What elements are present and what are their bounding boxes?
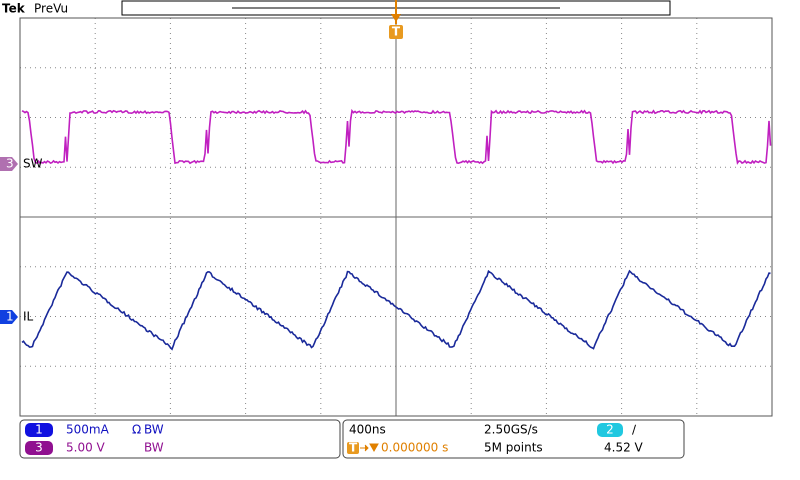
sw-trace	[21, 108, 772, 165]
trigger-arrow	[391, 14, 401, 22]
trigger-marker: T	[392, 25, 401, 39]
ch3-marker	[0, 157, 18, 171]
ch1-scale: 500mA	[66, 423, 110, 437]
ch1-badge	[25, 423, 53, 437]
ch3-label: SW	[23, 157, 43, 171]
trigger-source-badge	[597, 423, 623, 437]
ch1-bw: BW	[144, 423, 164, 437]
timebase: 400ns	[349, 423, 386, 437]
vertical-panel	[19, 419, 341, 459]
ch1-marker-label: 1	[6, 310, 14, 324]
trigger-source: 2	[606, 423, 614, 437]
brand: Tek	[2, 2, 26, 16]
ch1-badge-label: 1	[35, 423, 43, 437]
ch3-scale: 5.00 V	[66, 441, 106, 455]
ch1-label: IL	[23, 310, 34, 324]
trigger-level: 4.52 V	[604, 441, 644, 455]
trigger-slope: ∕	[632, 423, 637, 437]
trigger-pos-icon-t: T	[349, 441, 358, 455]
trigger-badge	[389, 25, 403, 39]
sample-rate: 2.50GS/s	[484, 423, 538, 437]
ch1-marker	[0, 310, 18, 324]
ch3-badge-label: 3	[35, 441, 43, 455]
trigger-pos-icon	[347, 442, 359, 454]
ch3-badge	[25, 441, 53, 455]
ch3-bw: BW	[144, 441, 164, 455]
trigger-pos-arrow	[360, 443, 379, 453]
ch1-coupling: Ω	[132, 423, 141, 437]
graticule	[20, 18, 772, 416]
trigger-position: 0.000000 s	[381, 441, 448, 455]
record-length: 5M points	[484, 441, 543, 455]
ch3-marker-label: 3	[6, 157, 14, 171]
mode: PreVu	[34, 2, 68, 16]
il-trace	[21, 269, 771, 351]
